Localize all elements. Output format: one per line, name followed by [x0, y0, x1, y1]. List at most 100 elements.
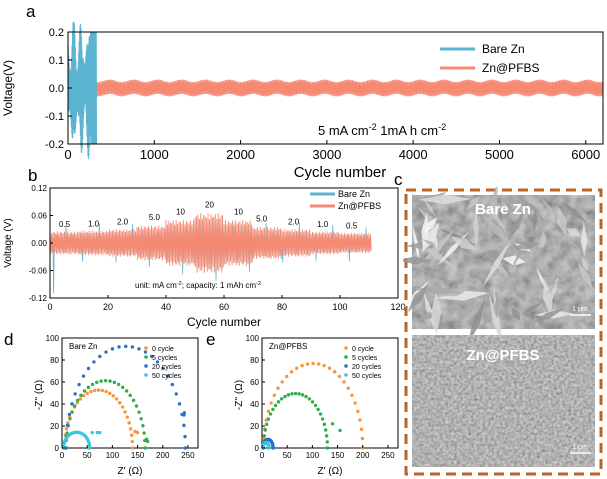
x-axis-label: Cycle number: [187, 315, 261, 329]
y-tick-label: 0.0: [49, 83, 64, 95]
x-tick-label: 250: [381, 451, 395, 460]
sem-crystal-shard: [493, 297, 500, 319]
y-tick-label: 20: [250, 422, 259, 431]
nyquist-point: [263, 428, 268, 432]
y-tick-label: 40: [250, 400, 259, 409]
panel-b-letter: b: [28, 166, 38, 185]
legend-bare-label: Bare Zn: [482, 42, 525, 56]
nyquist-point: [310, 400, 315, 404]
sem-crystal-shard: [450, 236, 478, 251]
nyquist-point: [155, 360, 160, 364]
sem-crystal-shard: [431, 289, 442, 335]
nyquist-point: [182, 413, 186, 417]
sem-crystal-shard: [512, 241, 541, 250]
nyquist-point: [92, 360, 96, 364]
nyquist-point: [324, 434, 329, 438]
nyquist-point: [289, 370, 294, 374]
sem-crystal-shard: [509, 204, 542, 216]
nyquist-point: [295, 366, 299, 370]
panel-b-unit-note: unit: mA cm-2; capacity: 1 mAh cm-2: [135, 281, 261, 290]
nyquist-point: [98, 430, 102, 435]
rate-label: 5.0: [149, 213, 161, 222]
sem-crystal-shard: [479, 212, 515, 249]
nyquist-point: [75, 398, 80, 403]
nyquist-point: [123, 410, 127, 414]
sem-crystal-shard: [562, 233, 582, 252]
x-axis-label: Z' (Ω): [318, 466, 343, 477]
nyquist-point: [73, 392, 77, 396]
sem-crystal-shard: [581, 255, 588, 273]
y-tick-label: 60: [50, 378, 59, 387]
x-tick-label: 100: [306, 451, 320, 460]
sem-crystal-shard: [486, 203, 508, 235]
x-tick-label: 5000: [485, 147, 514, 162]
legend-label: 50 cycles: [352, 373, 382, 380]
nyquist-point: [300, 363, 304, 368]
nyquist-point: [120, 405, 125, 409]
nyquist-point: [313, 403, 318, 408]
nyquist-point: [318, 412, 323, 416]
x-tick-label: 20: [103, 302, 113, 312]
x-tick-label: 120: [390, 302, 405, 312]
panel-e-axes-frame: [261, 337, 399, 449]
nyquist-point: [128, 427, 133, 431]
x-tick-label: 3000: [312, 147, 341, 162]
nyquist-point: [142, 431, 146, 435]
nyquist-point: [65, 423, 70, 428]
sem-crystal-shard: [488, 294, 504, 348]
nyquist-point: [322, 363, 326, 368]
nyquist-point: [166, 374, 170, 378]
nyquist-point: [137, 347, 141, 351]
legend-marker: [344, 355, 348, 359]
nyquist-point: [325, 440, 329, 444]
rate-label: 2.0: [117, 218, 129, 227]
sem-crystal-shard: [566, 228, 582, 237]
nyquist-point: [266, 417, 271, 421]
nyquist-point: [108, 379, 112, 383]
nyquist-point: [124, 389, 129, 393]
sem-crystal-shard: [544, 276, 562, 296]
nyquist-point: [267, 446, 271, 450]
rate-label: 10: [176, 208, 185, 217]
nyquist-point: [323, 428, 328, 432]
nyquist-point: [124, 344, 128, 349]
nyquist-point: [311, 361, 315, 366]
x-tick-label: 2000: [226, 147, 255, 162]
y-tick-label: 0.00: [31, 239, 47, 248]
nyquist-point: [300, 393, 305, 397]
sem-crystal-shard: [557, 206, 567, 237]
sem-crystal-shard: [503, 233, 521, 249]
y-axis-label: Voltage (V): [3, 218, 14, 267]
nyquist-point: [338, 428, 342, 433]
nyquist-point: [183, 434, 187, 439]
x-tick-label: 0: [47, 302, 52, 312]
nyquist-point: [135, 430, 140, 435]
nyquist-point: [117, 345, 121, 349]
nyquist-point: [99, 379, 103, 383]
nyquist-point: [279, 397, 284, 401]
sem-crystal-shard: [529, 282, 542, 294]
legend-label: 5 cycles: [352, 355, 378, 362]
x-tick-label: 200: [356, 451, 370, 460]
nyquist-point: [183, 446, 188, 450]
nyquist-point: [293, 391, 298, 396]
sem-crystal-shard: [421, 222, 440, 253]
nyquist-point: [145, 439, 150, 444]
y-tick-label: 20: [50, 422, 59, 431]
sem-crystal-shard: [482, 240, 511, 288]
panel-c-sem-images: Bare Zn Zn@PFBS 1 μm 1 μm: [403, 187, 603, 476]
x-tick-label: 4000: [399, 147, 428, 162]
nyquist-point: [330, 422, 335, 426]
nyquist-point: [121, 385, 125, 390]
panel-b-chart: 0 20 40 60 80 100 120 0.12 0.06 0.00 -0.06 -0.12 Vol…: [3, 184, 405, 329]
sem-crystal-shard: [555, 313, 589, 324]
nyquist-point: [316, 407, 320, 412]
sem-crystal-shard: [422, 197, 437, 218]
nyquist-point: [307, 397, 312, 401]
nyquist-point: [93, 388, 97, 393]
series-zn-pfbs-line: [49, 213, 372, 273]
nyquist-point: [143, 350, 148, 354]
x-tick-label: 80: [277, 302, 287, 312]
legend-marker: [144, 355, 148, 359]
nyquist-point: [342, 380, 346, 384]
